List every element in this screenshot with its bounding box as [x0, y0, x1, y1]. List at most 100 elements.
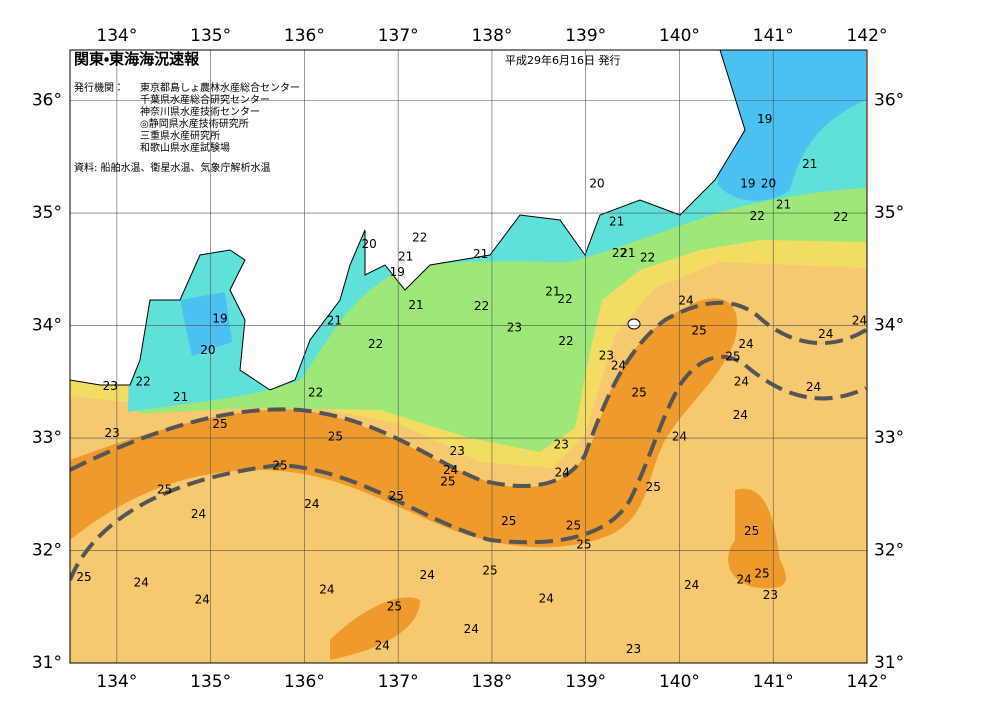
contour-label: 24 — [734, 374, 749, 388]
lat-label: 34° — [32, 316, 62, 336]
contour-label: 25 — [646, 480, 661, 494]
contour-label: 23 — [763, 588, 778, 602]
lon-label: 139° — [565, 26, 606, 46]
contour-label: 20 — [761, 176, 776, 190]
contour-label: 22 — [612, 246, 627, 260]
contour-label: 25 — [576, 537, 591, 551]
contour-label: 25 — [387, 599, 402, 613]
warm-patch — [330, 597, 420, 660]
lon-label: 135° — [190, 672, 231, 692]
contour-label: 21 — [545, 284, 560, 298]
contour-label: 20 — [361, 237, 376, 251]
lon-label: 138° — [471, 672, 512, 692]
contour-label: 22 — [474, 299, 489, 313]
contour-label: 25 — [725, 350, 740, 364]
lat-label: 35° — [874, 203, 904, 223]
contour-label: 23 — [554, 437, 569, 451]
contour-label: 21 — [327, 314, 342, 328]
kuroshio-band — [70, 298, 738, 548]
contour-label: 22 — [412, 230, 427, 244]
sea-coldest — [180, 292, 232, 356]
contour-label: 24 — [806, 380, 821, 394]
contour-label: 24 — [852, 314, 867, 328]
issuer: 神奈川県水産技術センター — [140, 105, 260, 118]
lat-label: 34° — [874, 316, 904, 336]
lon-label: 139° — [565, 672, 606, 692]
contour-label: 21 — [173, 390, 188, 404]
issuer: 和歌山県水産試験場 — [140, 141, 230, 154]
contour-label: 25 — [440, 474, 455, 488]
contour-label: 19 — [212, 311, 227, 325]
contour-label: 24 — [191, 507, 206, 521]
issue-date: 平成29年6月16日 発行 — [505, 53, 621, 67]
contour-label: 22 — [368, 337, 383, 351]
contour-label: 22 — [750, 209, 765, 223]
lon-label: 134° — [96, 26, 137, 46]
lon-label: 140° — [659, 26, 700, 46]
lon-label: 138° — [471, 26, 512, 46]
lat-label: 33° — [874, 428, 904, 448]
lat-label: 31° — [32, 653, 62, 673]
contour-label: 25 — [212, 417, 227, 431]
contour-label: 24 — [738, 337, 753, 351]
issuer: ◎静岡県水産技術研究所 — [140, 117, 249, 130]
lat-label: 36° — [874, 91, 904, 111]
contour-label: 19 — [390, 265, 405, 279]
contour-label: 24 — [134, 576, 149, 590]
contour-label: 21 — [408, 298, 423, 312]
contour-label: 24 — [464, 622, 479, 636]
title: 関東・東海海況速報 — [74, 50, 200, 68]
land — [70, 50, 746, 391]
contour-label: 21 — [802, 157, 817, 171]
contour-label: 25 — [566, 518, 581, 532]
contour-label: 22 — [833, 210, 848, 224]
issuer: 千葉県水産総合研究センター — [140, 93, 270, 106]
contour-label: 21 — [473, 247, 488, 261]
contour-label: 24 — [733, 408, 748, 422]
lat-label: 33° — [32, 428, 62, 448]
contour-label: 25 — [754, 567, 769, 581]
contour-label: 25 — [157, 482, 172, 496]
lat-label: 36° — [32, 91, 62, 111]
contour-label: 22 — [135, 374, 150, 388]
contour-label: 20 — [589, 176, 604, 190]
sea-coldest — [718, 50, 866, 201]
contour-label: 25 — [272, 459, 287, 473]
lon-label: 137° — [378, 26, 419, 46]
contour-label: 25 — [328, 429, 343, 443]
lon-label: 134° — [96, 672, 137, 692]
lon-label: 135° — [190, 26, 231, 46]
issuer-list: 東京都島しょ農林水産総合センター千葉県水産総合研究センター神奈川県水産技術センタ… — [140, 81, 300, 154]
contour-label: 25 — [744, 524, 759, 538]
contour-label: 23 — [507, 320, 522, 334]
kuroshio-axis — [70, 354, 867, 581]
lat-label: 31° — [874, 653, 904, 673]
island — [627, 318, 641, 330]
contour-label: 25 — [501, 514, 516, 528]
contour-label: 24 — [319, 582, 334, 596]
contour-label: 25 — [76, 570, 91, 584]
warm-patch — [728, 488, 786, 589]
contour-label: 24 — [672, 429, 687, 443]
contour-label: 24 — [375, 639, 390, 653]
contour-label: 23 — [626, 642, 641, 656]
contour-label: 22 — [640, 251, 655, 265]
axis-labels: 134° 134° 135° 135° 136° 136° 137° 137° 138° 138°… — [32, 26, 904, 692]
contour-label: 24 — [195, 593, 210, 607]
lat-label: 32° — [874, 541, 904, 561]
contour-label: 21 — [776, 198, 791, 212]
source: 資料: 船舶水温、衛星水温、気象庁解析水温 — [74, 161, 271, 174]
lon-label: 137° — [378, 672, 419, 692]
contour-label: 22 — [558, 334, 573, 348]
contour-label: 21 — [609, 215, 624, 229]
contour-label: 20 — [200, 343, 215, 357]
lat-label: 35° — [32, 203, 62, 223]
contour-label: 19 — [757, 112, 772, 126]
lon-label: 142° — [847, 672, 888, 692]
contour-label: 24 — [818, 327, 833, 341]
contour-label: 24 — [678, 293, 693, 307]
contour-label: 24 — [611, 359, 626, 373]
